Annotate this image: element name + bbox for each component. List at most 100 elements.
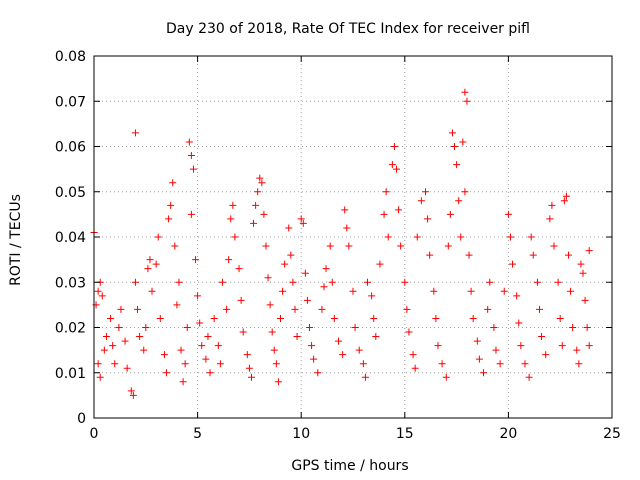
x-tick-label: 20 (499, 426, 517, 442)
data-point-marker (521, 360, 529, 368)
data-point-marker (424, 215, 432, 223)
data-point-marker (422, 188, 430, 196)
data-point-marker (509, 260, 517, 268)
data-point-marker (144, 265, 152, 273)
data-point-marker (455, 197, 463, 205)
data-point-marker (525, 373, 533, 381)
data-point-marker (500, 287, 508, 295)
data-point-marker (235, 265, 243, 273)
data-point-marker (206, 369, 214, 377)
data-point-marker (370, 314, 378, 322)
data-point-marker (535, 305, 543, 313)
data-point-marker (426, 251, 434, 259)
data-point-marker (515, 319, 523, 327)
data-point-marker (322, 265, 330, 273)
data-point-marker (438, 360, 446, 368)
data-point-marker (409, 351, 417, 359)
data-point-marker (229, 201, 237, 209)
data-point-marker (397, 242, 405, 250)
data-point-marker (382, 188, 390, 196)
data-point-marker (287, 251, 295, 259)
axis-ticks (93, 55, 613, 419)
y-tick-label: 0 (77, 411, 86, 427)
data-point-marker (279, 287, 287, 295)
data-point-marker (517, 342, 525, 350)
data-point-marker (111, 360, 119, 368)
data-point-marker (94, 360, 102, 368)
data-point-marker (196, 319, 204, 327)
data-point-marker (96, 373, 104, 381)
data-point-marker (467, 287, 475, 295)
data-point-marker (252, 201, 260, 209)
data-point-marker (461, 188, 469, 196)
data-point-marker (214, 342, 222, 350)
data-point-marker (107, 314, 115, 322)
data-point-marker (163, 369, 171, 377)
data-point-marker (339, 351, 347, 359)
data-point-marker (359, 360, 367, 368)
data-point-marker (446, 210, 454, 218)
data-point-marker (258, 179, 266, 187)
data-point-marker (237, 296, 245, 304)
data-point-marker (581, 296, 589, 304)
data-point-marker (529, 251, 537, 259)
data-point-marker (328, 278, 336, 286)
data-point-marker (430, 287, 438, 295)
data-point-marker (550, 242, 558, 250)
y-tick-label: 0.05 (55, 185, 86, 201)
data-point-marker (210, 314, 218, 322)
data-point-marker (562, 192, 570, 200)
chart-title: Day 230 of 2018, Rate Of TEC Index for r… (166, 21, 530, 37)
data-point-marker (564, 251, 572, 259)
data-point-marker (225, 256, 233, 264)
data-point-marker (405, 328, 413, 336)
data-point-marker (281, 260, 289, 268)
data-point-marker (169, 179, 177, 187)
data-point-marker (384, 233, 392, 241)
data-point-marker (560, 197, 568, 205)
data-point-marker (567, 287, 575, 295)
data-point-marker (115, 324, 123, 331)
data-point-marker (504, 210, 512, 218)
data-point-marker (192, 256, 200, 264)
data-point-marker (102, 333, 110, 341)
data-point-marker (556, 314, 564, 322)
data-point-marker (146, 256, 154, 264)
data-point-marker (185, 138, 193, 146)
data-point-marker (181, 360, 189, 368)
y-axis-label: ROTI / TECUs (8, 194, 24, 286)
data-point-marker (152, 260, 160, 268)
data-point-marker (326, 242, 334, 250)
data-point-marker (453, 161, 461, 169)
data-point-marker (262, 242, 270, 250)
data-point-marker (444, 242, 452, 250)
data-point-marker (270, 346, 278, 354)
data-point-marker (272, 360, 280, 368)
data-point-marker (160, 351, 168, 359)
data-point-marker (121, 337, 129, 345)
data-point-marker (463, 97, 471, 105)
data-point-marker (372, 333, 380, 341)
data-point-marker (484, 305, 492, 313)
data-points (90, 88, 593, 399)
data-point-marker (434, 342, 442, 350)
data-point-marker (585, 342, 593, 350)
data-point-marker (364, 278, 372, 286)
data-point-marker (376, 260, 384, 268)
data-point-marker (223, 305, 231, 313)
data-point-marker (293, 333, 301, 341)
data-point-marker (276, 314, 284, 322)
data-point-marker (94, 287, 102, 295)
data-point-marker (204, 333, 212, 341)
x-tick-label: 5 (193, 426, 202, 442)
y-tick-label: 0.02 (55, 321, 86, 337)
x-tick-label: 10 (292, 426, 310, 442)
data-point-marker (527, 233, 535, 241)
data-point-marker (334, 337, 342, 345)
y-tick-label: 0.06 (55, 140, 86, 156)
data-point-marker (189, 165, 197, 173)
y-tick-label: 0.03 (55, 275, 86, 291)
data-point-marker (492, 346, 500, 354)
data-point-marker (538, 333, 546, 341)
